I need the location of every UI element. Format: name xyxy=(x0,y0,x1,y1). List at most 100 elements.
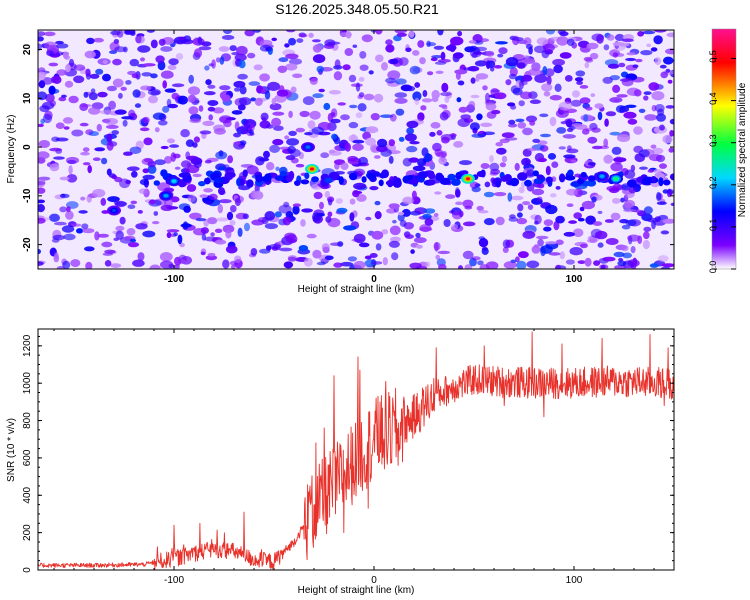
noise-blob xyxy=(358,76,365,82)
noise-blob xyxy=(284,43,290,48)
noise-blob xyxy=(648,82,660,91)
noise-blob xyxy=(312,39,321,43)
noise-blob xyxy=(199,130,212,135)
noise-blob xyxy=(508,119,516,125)
noise-blob xyxy=(238,59,246,69)
noise-blob xyxy=(610,162,623,172)
noise-blob xyxy=(613,251,625,258)
noise-blob xyxy=(278,204,292,214)
noise-blob xyxy=(193,48,203,58)
noise-blob xyxy=(146,30,155,33)
noise-blob xyxy=(509,214,516,219)
noise-blob xyxy=(140,85,152,91)
noise-blob xyxy=(412,91,422,101)
noise-blob xyxy=(437,250,451,255)
noise-blob xyxy=(669,118,674,125)
noise-blob xyxy=(389,225,401,236)
noise-blob xyxy=(330,118,341,124)
noise-blob xyxy=(457,80,465,86)
noise-blob xyxy=(38,217,46,224)
noise-blob xyxy=(93,37,104,43)
noise-blob xyxy=(88,131,99,137)
noise-blob xyxy=(521,74,533,82)
noise-blob xyxy=(419,224,432,233)
noise-blob xyxy=(485,102,497,111)
noise-blob xyxy=(219,190,226,195)
noise-blob xyxy=(668,147,674,153)
noise-blob xyxy=(261,88,267,94)
noise-blob xyxy=(285,30,296,33)
y-tick-label: -10 xyxy=(22,188,33,203)
noise-blob xyxy=(639,166,648,170)
noise-blob xyxy=(569,247,583,256)
noise-blob xyxy=(630,246,636,254)
colorbar-tick-label: 0.5 xyxy=(708,50,718,63)
noise-blob xyxy=(583,114,589,122)
noise-blob xyxy=(585,215,596,225)
noise-blob xyxy=(604,118,609,127)
noise-blob xyxy=(503,261,517,269)
noise-blob xyxy=(312,212,321,222)
noise-blob xyxy=(574,77,584,82)
noise-blob xyxy=(514,162,520,171)
noise-blob xyxy=(79,122,89,127)
noise-blob xyxy=(620,197,625,203)
noise-blob xyxy=(152,112,166,120)
signal-band-blob xyxy=(650,176,657,183)
noise-blob xyxy=(271,37,278,42)
noise-blob xyxy=(46,50,54,57)
noise-blob xyxy=(410,249,415,254)
noise-blob xyxy=(547,153,557,160)
colorbar-tick-label: 0.3 xyxy=(708,134,718,147)
noise-blob xyxy=(131,73,139,79)
noise-blob xyxy=(73,75,85,84)
spectrogram-blobs xyxy=(38,30,674,269)
noise-blob xyxy=(431,55,443,59)
signal-band-blob xyxy=(428,179,436,186)
noise-blob xyxy=(68,165,73,175)
noise-blob xyxy=(566,127,574,133)
noise-blob xyxy=(217,204,223,214)
noise-blob xyxy=(512,87,523,96)
noise-blob xyxy=(391,252,399,261)
noise-blob xyxy=(587,136,598,144)
noise-blob xyxy=(234,87,241,92)
noise-blob xyxy=(81,223,89,230)
noise-blob xyxy=(654,30,667,33)
noise-blob xyxy=(215,151,228,160)
noise-blob xyxy=(154,127,160,133)
noise-blob xyxy=(536,235,549,240)
noise-blob xyxy=(563,154,576,159)
noise-blob xyxy=(508,73,517,80)
snr-series-line xyxy=(38,331,674,570)
noise-blob xyxy=(606,34,615,41)
noise-blob xyxy=(295,163,305,168)
noise-blob xyxy=(38,140,50,148)
noise-blob xyxy=(653,169,662,174)
noise-blob xyxy=(97,233,110,238)
noise-blob xyxy=(233,132,241,138)
noise-blob xyxy=(382,257,388,266)
noise-blob xyxy=(66,174,78,183)
noise-blob xyxy=(597,210,603,215)
noise-blob xyxy=(275,166,280,171)
noise-blob xyxy=(597,242,604,248)
noise-blob xyxy=(429,131,436,137)
noise-blob xyxy=(653,35,663,45)
noise-blob xyxy=(551,161,559,168)
noise-blob xyxy=(43,31,56,37)
noise-blob xyxy=(469,122,480,131)
noise-blob xyxy=(458,210,464,218)
noise-blob xyxy=(239,124,252,135)
noise-blob xyxy=(48,62,59,67)
x-tick-label: 100 xyxy=(566,274,583,285)
noise-blob xyxy=(430,122,441,129)
noise-blob xyxy=(579,97,591,104)
noise-blob xyxy=(497,53,504,58)
noise-blob xyxy=(483,218,495,226)
noise-blob xyxy=(662,189,669,194)
signal-band-blob xyxy=(153,180,160,186)
noise-blob xyxy=(349,198,356,205)
noise-blob xyxy=(438,263,447,269)
noise-blob xyxy=(385,39,393,46)
